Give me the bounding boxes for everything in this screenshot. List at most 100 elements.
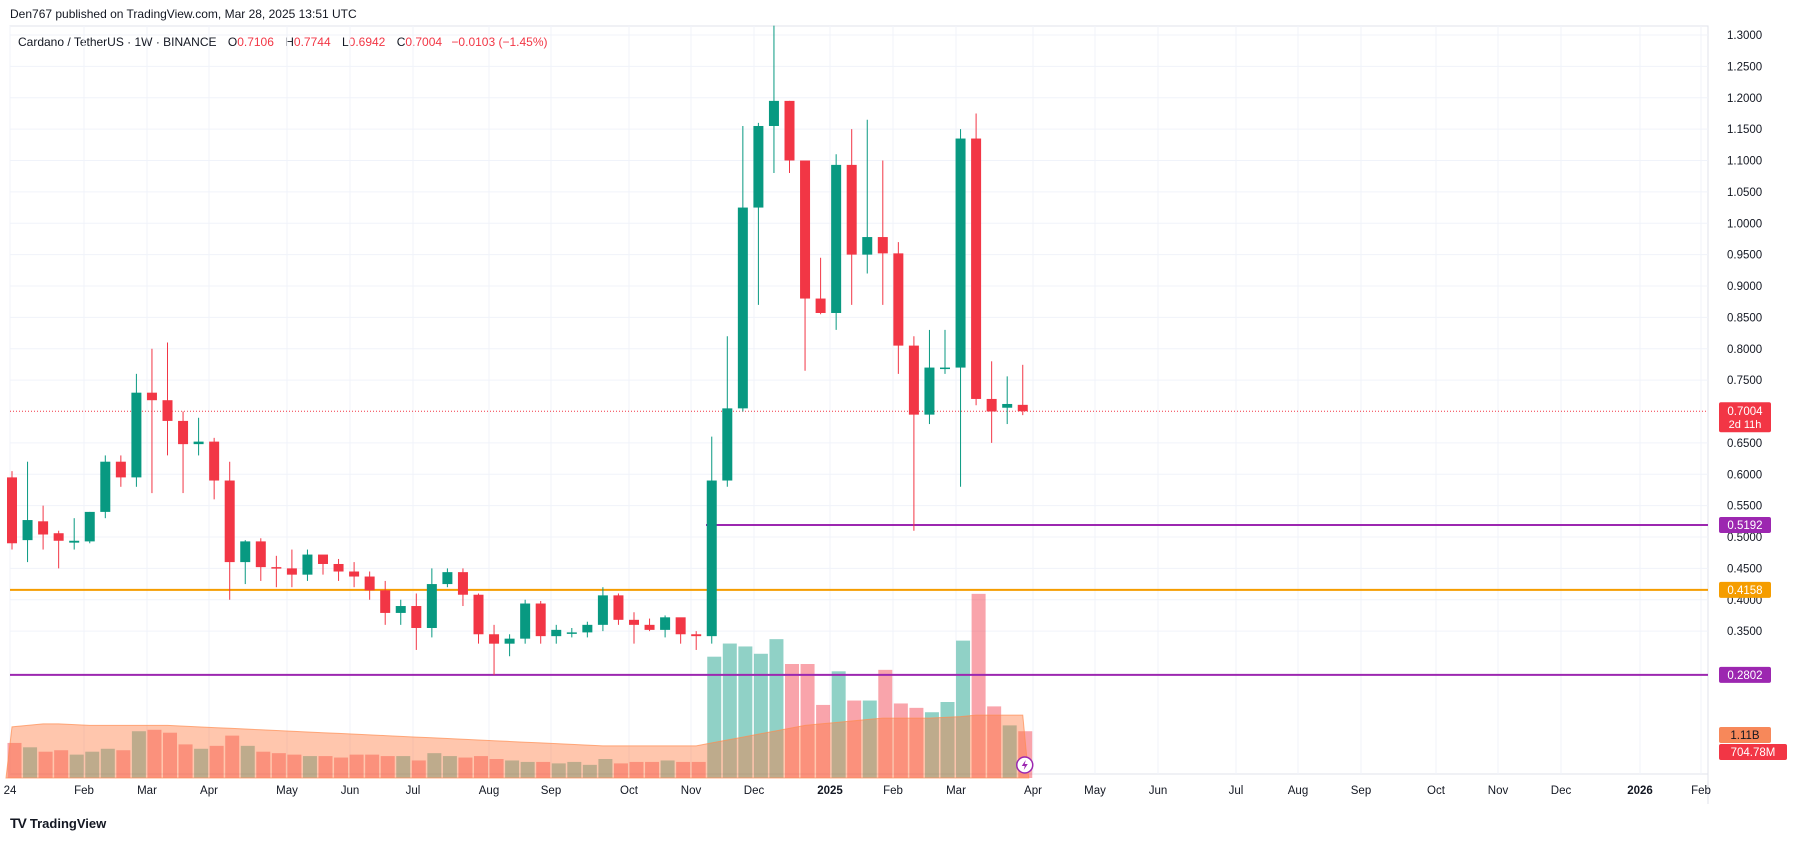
time-tick-label: Aug <box>1288 785 1308 797</box>
volume-bar <box>645 761 660 778</box>
candle-body <box>784 100 795 161</box>
price-tick-label: 0.4500 <box>1727 563 1762 575</box>
candle-body <box>1002 403 1013 408</box>
candle-body <box>411 606 422 628</box>
volume-bar <box>1002 725 1017 778</box>
volume-bar <box>567 761 582 778</box>
time-tick-label: Feb <box>1691 785 1711 797</box>
candlesticks[interactable] <box>7 25 1028 676</box>
price-tick-label: 0.9500 <box>1727 250 1762 262</box>
candle-body <box>940 367 950 370</box>
candle-body <box>971 138 982 399</box>
time-tick-label: 24 <box>4 785 17 797</box>
candle-body <box>84 511 95 542</box>
volume-bar <box>334 757 349 778</box>
volume-bar <box>271 753 286 778</box>
price-tick-label: 1.2000 <box>1727 93 1762 105</box>
volume-bar <box>489 759 504 778</box>
volume-bar <box>194 748 209 778</box>
time-tick-label: Sep <box>541 785 561 797</box>
candle-body <box>364 576 375 591</box>
volume-bar <box>505 760 520 778</box>
volume-badge <box>1719 727 1771 743</box>
open-label: O <box>227 35 238 49</box>
volume-bar <box>442 756 457 778</box>
candle-body <box>862 237 873 255</box>
time-axis[interactable]: 24 Feb Mar Apr May Jun Jul Aug Sep Oct Nov Dec 2025 F… <box>4 785 1711 797</box>
candle-body <box>489 634 500 644</box>
candle-body <box>908 345 919 415</box>
time-tick-label: Sep <box>1351 785 1371 797</box>
price-axis[interactable]: 1.3000 1.2500 1.2000 1.1500 1.1000 1.0500 1.00… <box>1727 30 1762 638</box>
candle-body <box>815 298 826 313</box>
volume-bar <box>225 735 240 778</box>
candle-body <box>115 461 126 478</box>
candle-body <box>162 400 173 421</box>
volume-bar <box>753 653 768 778</box>
volume-bar <box>800 664 815 778</box>
volume-bar <box>349 754 364 778</box>
footer-brand-name: TradingView <box>29 815 107 831</box>
volume-bar <box>520 761 535 778</box>
time-tick-label: Oct <box>1427 785 1446 797</box>
candle-body <box>675 617 686 635</box>
candle-body <box>535 603 546 637</box>
volume-bar <box>7 742 22 778</box>
candle-body <box>131 392 142 478</box>
level-badge-label: 0.2802 <box>1727 670 1762 682</box>
volume-bar <box>365 754 380 778</box>
time-tick-label: Jul <box>406 785 421 797</box>
time-tick-label: 2025 <box>817 785 843 797</box>
symbol-name[interactable]: Cardano / TetherUS · 1W · BINANCE <box>18 35 217 49</box>
volume-badge-label: 1.11B <box>1730 730 1760 742</box>
chart-grid <box>9 25 1709 804</box>
volume-bar <box>987 706 1002 778</box>
candle-body <box>768 100 779 126</box>
candle-body <box>349 571 360 577</box>
close-value: 0.7004 <box>405 35 443 49</box>
candle-body <box>504 638 515 644</box>
time-tick-label: Mar <box>946 785 966 797</box>
price-tick-label: 1.2500 <box>1727 61 1762 73</box>
time-tick-label: 2026 <box>1627 785 1653 797</box>
volume-bar <box>676 761 691 778</box>
candle-body <box>395 606 406 613</box>
lightning-glyph <box>1021 760 1028 770</box>
volume-bar <box>380 756 395 778</box>
time-tick-label: Apr <box>200 785 218 797</box>
time-tick-label: Oct <box>620 785 639 797</box>
open-value: 0.7106 <box>237 35 274 49</box>
volume-bar <box>629 761 644 778</box>
candle-body <box>629 619 639 625</box>
price-tick-label: 0.6000 <box>1727 469 1762 481</box>
volume-bar <box>660 760 675 778</box>
volume-bar <box>54 750 69 778</box>
volume-bar <box>318 756 333 778</box>
high-value: 0.7744 <box>293 35 331 49</box>
candle-body <box>442 572 453 585</box>
volume-bar <box>940 702 955 778</box>
volume-bar <box>178 744 193 778</box>
volume-bar <box>598 759 613 778</box>
volume-bar <box>85 751 100 778</box>
price-tick-label: 1.1000 <box>1727 156 1762 168</box>
candle-body <box>706 480 717 637</box>
volume-bar <box>924 712 939 778</box>
candle-body <box>193 441 204 445</box>
candle-body <box>271 567 282 569</box>
candle-body <box>286 568 297 575</box>
current-price-badge <box>1719 402 1771 433</box>
candle-body <box>955 138 966 368</box>
price-tick-label: 0.9000 <box>1727 281 1762 293</box>
high-label: H <box>285 35 294 49</box>
volume-bar <box>722 643 737 778</box>
candle-body <box>53 533 64 541</box>
support-levels[interactable] <box>10 410 1708 676</box>
price-tick-label: 0.5000 <box>1727 532 1762 544</box>
candle-body <box>178 420 189 445</box>
volume-bar <box>116 750 131 778</box>
candle-body <box>38 521 49 535</box>
volume-bar <box>893 703 908 778</box>
